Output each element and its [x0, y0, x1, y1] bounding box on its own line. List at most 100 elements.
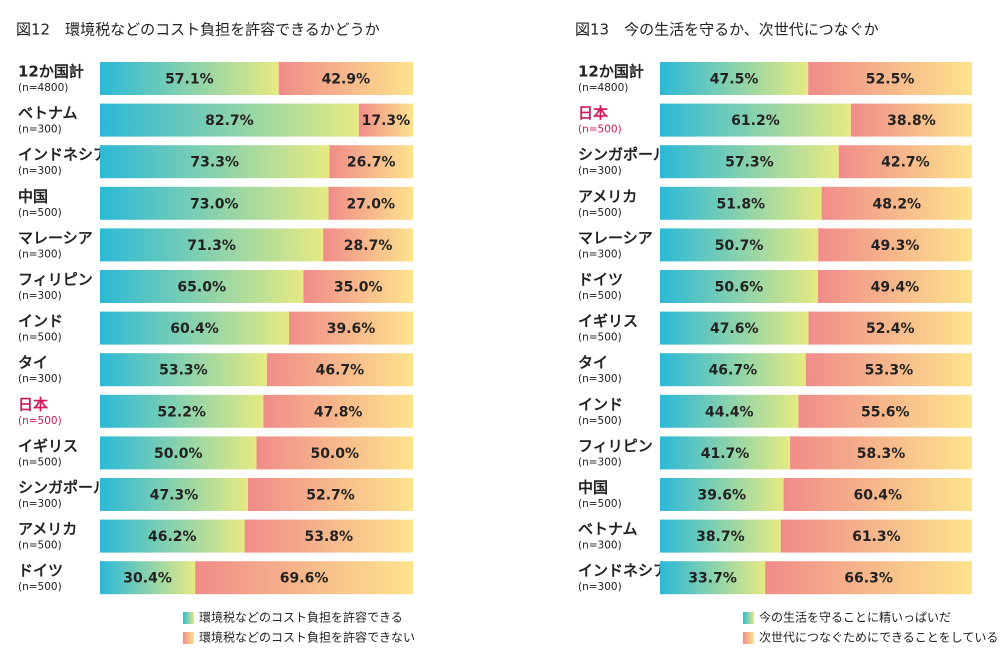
- bar-segment: [329, 145, 413, 179]
- chart-title: 図13 今の生活を守るか、次世代につなぐか: [575, 21, 879, 39]
- bar-segment: [660, 436, 791, 470]
- bar-segment: [100, 103, 359, 137]
- value-label: 65.0%: [177, 280, 226, 296]
- bar-segment: [798, 394, 972, 428]
- value-label: 53.8%: [305, 529, 354, 545]
- bar-segment: [821, 186, 972, 220]
- value-label: 60.4%: [170, 321, 219, 337]
- value-label: 57.3%: [725, 155, 774, 171]
- bar-segment: [780, 519, 972, 553]
- value-label: 30.4%: [123, 571, 172, 587]
- value-label: 26.7%: [347, 155, 396, 171]
- category-label: 12か国計: [578, 63, 644, 81]
- sample-size: (n=300): [578, 581, 622, 593]
- value-label: 47.3%: [150, 488, 199, 504]
- value-label: 39.6%: [697, 488, 746, 504]
- value-label: 73.0%: [190, 196, 239, 212]
- value-label: 28.7%: [344, 238, 393, 254]
- value-label: 50.0%: [154, 446, 203, 462]
- value-label: 47.6%: [710, 321, 759, 337]
- value-label: 61.3%: [852, 529, 901, 545]
- category-label: インドネシア: [18, 146, 108, 164]
- category-label: ドイツ: [578, 271, 623, 289]
- bar-segment: [808, 311, 972, 345]
- value-label: 71.3%: [187, 238, 236, 254]
- value-label: 46.7%: [316, 363, 365, 379]
- bar-segment: [783, 478, 972, 511]
- legend-swatch: [743, 632, 754, 644]
- bar-segment: [100, 353, 267, 387]
- bar-segment: [660, 311, 809, 345]
- sample-size: (n=300): [578, 456, 622, 468]
- bar-segment: [817, 270, 972, 303]
- bar-segment: [660, 270, 818, 303]
- bar-segment: [660, 145, 839, 179]
- sample-size: (n=500): [18, 456, 62, 468]
- value-label: 39.6%: [327, 321, 376, 337]
- sample-size: (n=500): [18, 540, 62, 552]
- value-label: 52.7%: [306, 488, 355, 504]
- category-label: 日本: [18, 395, 48, 413]
- legend-swatch: [183, 632, 194, 644]
- sample-size: (n=4800): [18, 82, 68, 94]
- value-label: 46.7%: [709, 363, 758, 379]
- sample-size: (n=300): [578, 540, 622, 552]
- bar-segment: [660, 478, 784, 511]
- category-label: フィリピン: [18, 271, 93, 289]
- bar-segment: [100, 186, 329, 220]
- value-label: 50.0%: [310, 446, 359, 462]
- category-label: アメリカ: [578, 187, 637, 205]
- bar-segment: [328, 186, 413, 220]
- category-label: ドイツ: [18, 562, 63, 580]
- bar-segment: [256, 436, 413, 470]
- category-label: インド: [578, 395, 623, 413]
- sample-size: (n=500): [18, 207, 62, 219]
- bar-segment: [323, 228, 413, 262]
- value-label: 52.4%: [866, 321, 915, 337]
- bar-segment: [100, 145, 330, 179]
- bar-segment: [790, 436, 972, 470]
- sample-size: (n=500): [18, 415, 62, 427]
- sample-size: (n=300): [578, 248, 622, 260]
- value-label: 42.7%: [881, 155, 930, 171]
- value-label: 38.8%: [887, 113, 936, 129]
- value-label: 38.7%: [696, 529, 745, 545]
- bar-segment: [100, 561, 196, 595]
- value-label: 55.6%: [861, 404, 910, 420]
- value-label: 52.2%: [157, 404, 206, 420]
- value-label: 58.3%: [857, 446, 906, 462]
- value-label: 73.3%: [190, 155, 239, 171]
- sample-size: (n=300): [578, 165, 622, 177]
- bar-segment: [660, 561, 766, 595]
- chart-title: 図12 環境税などのコスト負担を許容できるかどうか: [16, 21, 380, 39]
- bar-segment: [100, 436, 257, 470]
- bar-segment: [660, 519, 781, 553]
- value-label: 69.6%: [280, 571, 329, 587]
- bar-segment: [660, 394, 799, 428]
- sample-size: (n=500): [578, 290, 622, 302]
- bar-segment: [660, 103, 851, 137]
- bar-segment: [765, 561, 972, 595]
- sample-size: (n=300): [18, 290, 62, 302]
- value-label: 27.0%: [346, 196, 395, 212]
- category-label: タイ: [578, 354, 608, 372]
- sample-size: (n=4800): [578, 82, 628, 94]
- bar-segment: [808, 62, 972, 95]
- sample-size: (n=300): [18, 498, 62, 510]
- category-label: インドネシア: [578, 562, 668, 580]
- value-label: 35.0%: [334, 280, 383, 296]
- bar-segment: [100, 62, 279, 95]
- bar-segment: [303, 270, 413, 303]
- category-label: フィリピン: [578, 437, 653, 455]
- bar-segment: [838, 145, 972, 179]
- bar-segment: [100, 519, 245, 553]
- value-label: 48.2%: [873, 196, 922, 212]
- bar-segment: [358, 103, 413, 137]
- category-label: インド: [18, 312, 63, 330]
- sample-size: (n=500): [578, 498, 622, 510]
- sample-size: (n=500): [18, 581, 62, 593]
- legend-label: 環境税などのコスト負担を許容できない: [199, 630, 415, 645]
- category-label: 中国: [18, 187, 48, 205]
- value-label: 46.2%: [148, 529, 197, 545]
